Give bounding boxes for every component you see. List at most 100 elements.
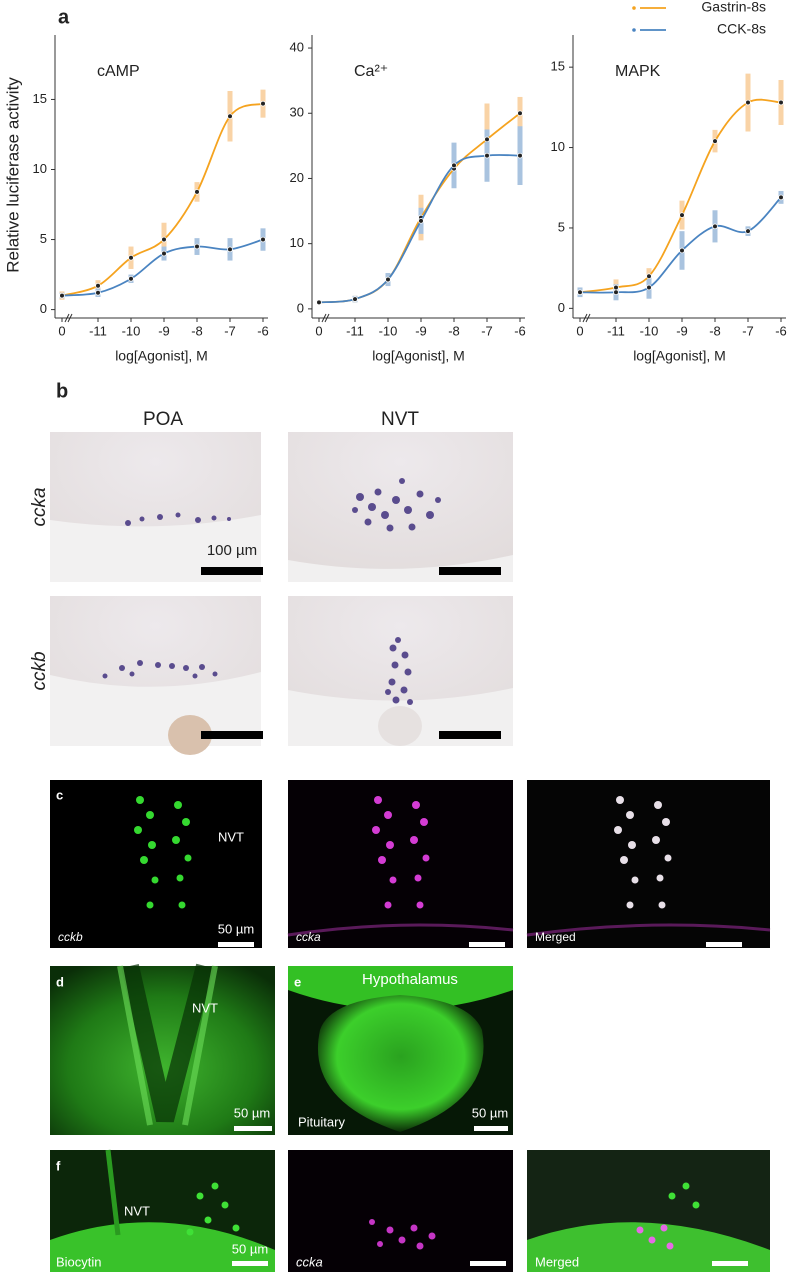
x-tick-label: -9 — [158, 323, 170, 338]
y-tick-label: 30 — [290, 105, 304, 120]
mean-point — [646, 273, 652, 279]
x-tick-label: -9 — [415, 323, 427, 338]
fluorescence-images — [50, 1149, 770, 1272]
mean-point — [260, 100, 266, 107]
mean-point — [352, 296, 358, 302]
mean-point — [712, 138, 718, 144]
region-label: NVT — [218, 829, 244, 844]
mean-point — [679, 212, 685, 218]
x-tick-label: -10 — [122, 323, 141, 338]
y-tick-label: 15 — [33, 91, 47, 106]
x-tick-label: -7 — [481, 323, 493, 338]
region-label: Hypothalamus — [362, 971, 458, 988]
legend-label: CCK-8s — [717, 21, 766, 37]
x-tick-label: -6 — [257, 323, 269, 338]
axis-break — [64, 313, 73, 323]
axis-break — [321, 313, 330, 323]
channel-label: ccka — [296, 930, 321, 944]
channel-label: Merged — [535, 930, 576, 944]
mean-point — [745, 228, 751, 234]
y-tick-label: 10 — [33, 161, 47, 176]
channel-label: Biocytin — [56, 1254, 102, 1269]
panel-label: d — [56, 974, 64, 989]
x-tick-label: 0 — [576, 323, 583, 338]
x-tick-label: -11 — [89, 323, 107, 338]
panel-label: b — [56, 380, 68, 402]
mean-point — [778, 99, 784, 106]
x-tick-label: -8 — [191, 323, 203, 338]
fluorescence-images — [50, 963, 513, 1135]
mean-point — [712, 223, 718, 230]
x-tick-label: -9 — [676, 323, 688, 338]
mean-point — [128, 275, 134, 282]
panel-label: f — [56, 1158, 61, 1173]
column-label: POA — [143, 409, 183, 430]
mean-point — [517, 110, 523, 117]
mean-point — [778, 194, 784, 201]
mean-point — [194, 189, 200, 195]
legend-label: Gastrin-8s — [701, 0, 766, 15]
x-tick-label: -7 — [224, 323, 236, 338]
mean-point — [260, 236, 266, 243]
y-tick-label: 0 — [297, 300, 304, 315]
region-label: Pituitary — [298, 1114, 345, 1129]
scale-bar-label: 100 µm — [207, 542, 257, 559]
y-tick-label: 20 — [290, 170, 304, 185]
mean-point — [646, 284, 652, 291]
mean-point — [161, 250, 167, 257]
region-label: NVT — [192, 1000, 218, 1015]
scale-bar-label: 50 µm — [232, 1241, 268, 1256]
mean-point — [59, 292, 65, 299]
mean-point — [451, 162, 457, 169]
chart-title: cAMP — [97, 63, 140, 80]
mean-point — [613, 284, 619, 291]
x-tick-label: -11 — [346, 323, 364, 338]
y-tick-label: 5 — [558, 219, 565, 234]
mean-point — [577, 289, 583, 296]
mean-point — [95, 289, 101, 296]
x-tick-label: -6 — [514, 323, 526, 338]
x-tick-label: -10 — [640, 323, 659, 338]
y-axis-label: Relative luciferase activity — [3, 77, 22, 273]
y-tick-label: 15 — [551, 59, 565, 74]
channel-label: cckb — [58, 930, 83, 944]
x-axis-label: log[Agonist], M — [633, 348, 726, 364]
legend: Gastrin-8s CCK-8s — [632, 0, 766, 37]
y-tick-label: 0 — [40, 301, 47, 316]
ish-images — [50, 432, 513, 755]
x-tick-label: 0 — [315, 323, 322, 338]
legend-marker — [632, 28, 636, 32]
mean-point — [227, 113, 233, 120]
mean-point — [613, 289, 619, 296]
column-label: NVT — [381, 409, 419, 430]
y-tick-label: 10 — [290, 235, 304, 250]
y-tick-label: 10 — [551, 139, 565, 154]
region-label: NVT — [124, 1203, 150, 1218]
mean-point — [517, 152, 523, 159]
mean-point — [161, 236, 167, 243]
chart-title: MAPK — [615, 63, 661, 80]
row-label: ccka — [29, 487, 50, 526]
row-label: cckb — [29, 651, 50, 690]
x-tick-label: -11 — [607, 323, 625, 338]
panel-label: c — [56, 787, 63, 802]
y-tick-label: 0 — [558, 300, 565, 315]
y-tick-label: 40 — [290, 39, 304, 54]
mean-point — [227, 246, 233, 253]
panel-label: e — [294, 974, 301, 989]
chart-title: Ca²⁺ — [354, 63, 388, 80]
x-tick-label: -10 — [379, 323, 398, 338]
x-axis-label: log[Agonist], M — [372, 348, 465, 364]
mean-point — [316, 299, 322, 306]
fit-curve — [61, 102, 264, 297]
scale-bar-label: 50 µm — [472, 1105, 508, 1120]
x-tick-label: 0 — [58, 323, 65, 338]
mean-point — [484, 152, 490, 159]
mean-point — [95, 282, 101, 289]
x-tick-label: -8 — [709, 323, 721, 338]
mean-point — [385, 276, 391, 283]
x-axis-label: log[Agonist], M — [115, 348, 208, 364]
scale-bar-label: 50 µm — [218, 921, 254, 936]
legend-marker — [632, 6, 636, 10]
x-tick-label: -6 — [775, 323, 787, 338]
